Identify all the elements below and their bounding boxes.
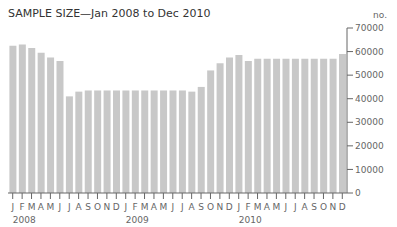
svg-text:2010: 2010 xyxy=(239,215,262,225)
svg-text:D: D xyxy=(226,202,233,212)
svg-text:S: S xyxy=(311,202,317,212)
html-text:SAMPLE SIZE—Jan 2008 to Dec 20: SAMPLE SIZE—Jan 2008 to Dec 2010 xyxy=(8,7,211,20)
svg-text:F: F xyxy=(20,202,25,212)
svg-text:J: J xyxy=(57,202,61,212)
html-text:no.: no. xyxy=(373,10,387,20)
svg-text:M: M xyxy=(141,202,149,212)
svg-text:M: M xyxy=(272,202,280,212)
svg-text:J: J xyxy=(170,202,174,212)
svg-text:50000: 50000 xyxy=(355,70,384,80)
svg-text:30000: 30000 xyxy=(355,117,384,127)
svg-text:60000: 60000 xyxy=(355,47,384,57)
svg-text:N: N xyxy=(330,202,337,212)
svg-text:O: O xyxy=(207,202,214,212)
svg-text:M: M xyxy=(254,202,262,212)
svg-text:S: S xyxy=(85,202,91,212)
svg-text:M: M xyxy=(28,202,36,212)
svg-text:F: F xyxy=(246,202,251,212)
svg-text:N: N xyxy=(104,202,111,212)
svg-text:A: A xyxy=(151,202,158,212)
svg-text:J: J xyxy=(283,202,287,212)
svg-text:20000: 20000 xyxy=(355,141,384,151)
svg-text:A: A xyxy=(302,202,309,212)
svg-text:A: A xyxy=(189,202,196,212)
svg-text:A: A xyxy=(38,202,45,212)
svg-text:A: A xyxy=(264,202,271,212)
svg-text:10000: 10000 xyxy=(355,165,384,175)
svg-text:J: J xyxy=(123,202,127,212)
svg-text:2008: 2008 xyxy=(13,215,36,225)
svg-text:J: J xyxy=(67,202,71,212)
svg-text:N: N xyxy=(217,202,224,212)
svg-text:D: D xyxy=(113,202,120,212)
svg-text:D: D xyxy=(339,202,346,212)
svg-text:40000: 40000 xyxy=(355,94,384,104)
svg-text:2009: 2009 xyxy=(126,215,149,225)
svg-text:F: F xyxy=(133,202,138,212)
svg-text:J: J xyxy=(10,202,14,212)
svg-text:0: 0 xyxy=(355,188,361,198)
svg-text:A: A xyxy=(76,202,83,212)
svg-text:J: J xyxy=(180,202,184,212)
svg-text:70000: 70000 xyxy=(355,23,384,33)
svg-text:J: J xyxy=(293,202,297,212)
svg-text:M: M xyxy=(46,202,54,212)
svg-text:O: O xyxy=(320,202,327,212)
svg-text:J: J xyxy=(236,202,240,212)
svg-text:O: O xyxy=(94,202,101,212)
svg-text:S: S xyxy=(198,202,204,212)
svg-text:M: M xyxy=(159,202,167,212)
